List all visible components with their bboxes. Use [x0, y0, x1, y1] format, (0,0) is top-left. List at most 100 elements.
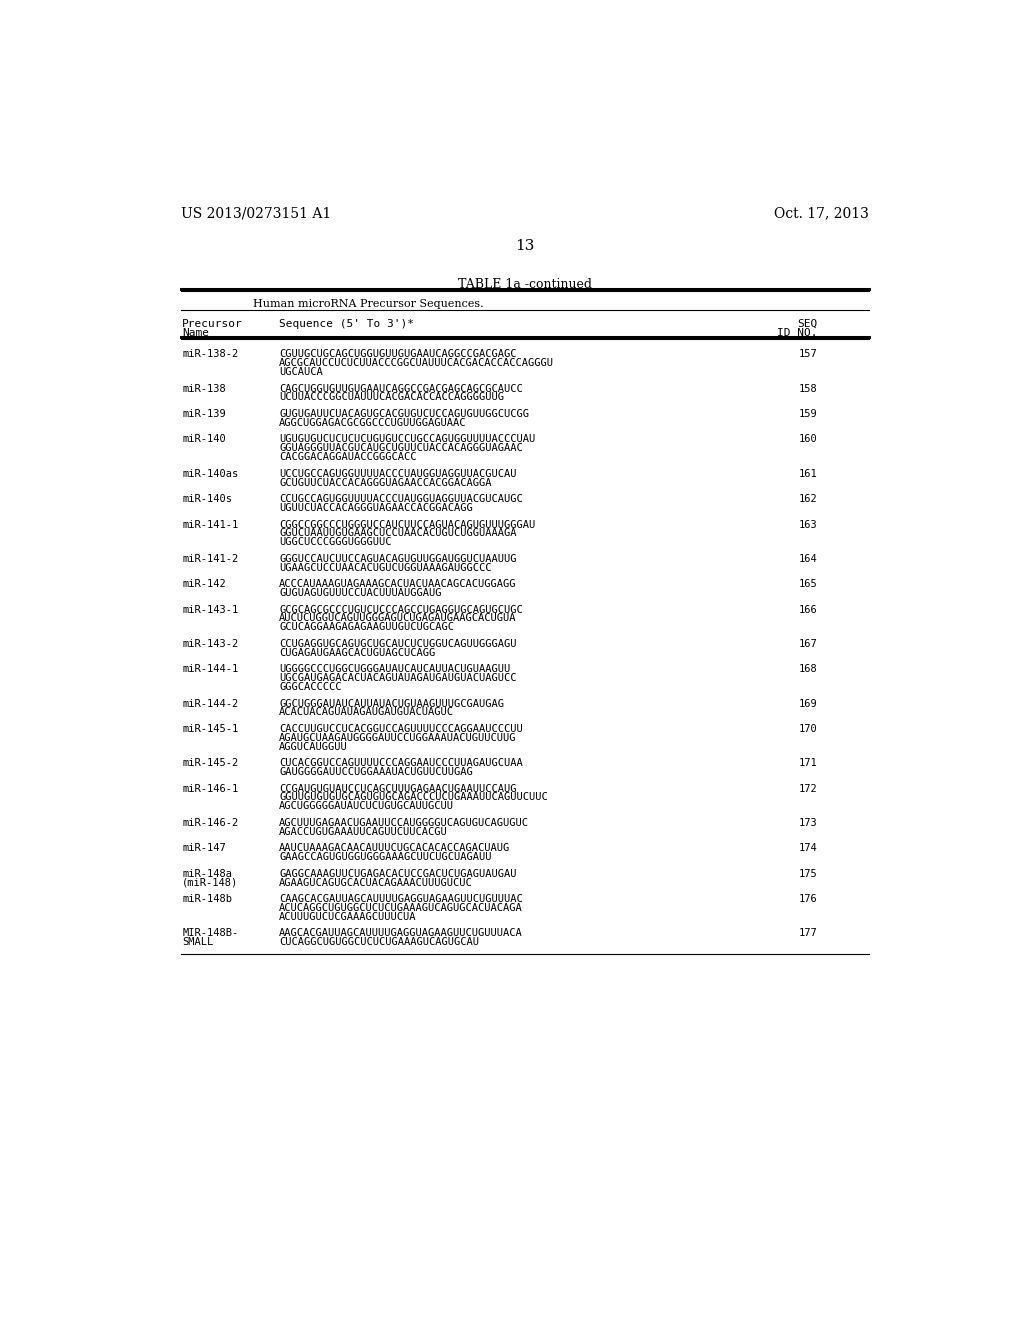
Text: AGCUGGGGGAUAUCUCUGUGCAUUGCUU: AGCUGGGGGAUAUCUCUGUGCAUUGCUU: [280, 801, 454, 812]
Text: GGUCUAAUUGUGAAGCUCCUAACACUGUCUGGUAAAGA: GGUCUAAUUGUGAAGCUCCUAACACUGUCUGGUAAAGA: [280, 528, 517, 539]
Text: ACUUUGUCUCGAAAGCUUUCUA: ACUUUGUCUCGAAAGCUUUCUA: [280, 912, 417, 921]
Text: AAUCUAAAGACAACAUUUCUGCACACACCAGACUAUG: AAUCUAAAGACAACAUUUCUGCACACACCAGACUAUG: [280, 843, 510, 853]
Text: UGUGUGUCUCUCUCUGUGUCCUGCCAGUGGUUUUACCCUAU: UGUGUGUCUCUCUCUGUGUCCUGCCAGUGGUUUUACCCUA…: [280, 434, 536, 445]
Text: 164: 164: [799, 554, 818, 564]
Text: UGGGGCCCUGGCUGGGAUAUCAUCAUUACUGUAAGUU: UGGGGCCCUGGCUGGGAUAUCAUCAUUACUGUAAGUU: [280, 664, 510, 675]
Text: miR-143-2: miR-143-2: [182, 639, 239, 649]
Text: CCUGAGGUGCAGUGCUGCAUCUCUGGUCAGUUGGGAGU: CCUGAGGUGCAGUGCUGCAUCUCUGGUCAGUUGGGAGU: [280, 639, 517, 649]
Text: (miR-148): (miR-148): [182, 878, 239, 887]
Text: AGCGCAUCCUCUCUUACCCGGCUAUUUCACGACACCACCAGGGU: AGCGCAUCCUCUCUUACCCGGCUAUUUCACGACACCACCA…: [280, 358, 554, 368]
Text: miR-141-1: miR-141-1: [182, 520, 239, 529]
Text: CACGGACAGGAUACCGGGCACC: CACGGACAGGAUACCGGGCACC: [280, 453, 417, 462]
Text: miR-146-2: miR-146-2: [182, 818, 239, 828]
Text: 174: 174: [799, 843, 818, 853]
Text: miR-145-2: miR-145-2: [182, 758, 239, 768]
Text: 168: 168: [799, 664, 818, 675]
Text: GGCUGGGAUAUCAUUAUACUGUAAGUUUGCGAUGAG: GGCUGGGAUAUCAUUAUACUGUAAGUUUGCGAUGAG: [280, 698, 504, 709]
Text: miR-143-1: miR-143-1: [182, 605, 239, 615]
Text: SEQ: SEQ: [798, 318, 818, 329]
Text: 169: 169: [799, 698, 818, 709]
Text: miR-147: miR-147: [182, 843, 226, 853]
Text: miR-140: miR-140: [182, 434, 226, 445]
Text: UCUUACCCGGCUAUUUCACGACACCACCAGGGGUUG: UCUUACCCGGCUAUUUCACGACACCACCAGGGGUUG: [280, 392, 504, 403]
Text: UGGCUCCCGGGUGGGUUC: UGGCUCCCGGGUGGGUUC: [280, 537, 391, 548]
Text: CAGCUGGUGUUGUGAAUCAGGCCGACGAGCAGCGCAUCC: CAGCUGGUGUUGUGAAUCAGGCCGACGAGCAGCGCAUCC: [280, 384, 523, 393]
Text: miR-141-2: miR-141-2: [182, 554, 239, 564]
Text: 163: 163: [799, 520, 818, 529]
Text: GCGCAGCGCCCUGUCUCCCAGCCUGAGGUGCAGUGCUGC: GCGCAGCGCCCUGUCUCCCAGCCUGAGGUGCAGUGCUGC: [280, 605, 523, 615]
Text: MIR-148B-: MIR-148B-: [182, 928, 239, 939]
Text: 171: 171: [799, 758, 818, 768]
Text: CUCAGGCUGUGGCUCUCUGAAAGUCAGUGCAU: CUCAGGCUGUGGCUCUCUGAAAGUCAGUGCAU: [280, 937, 479, 948]
Text: GAUGGGGAUUCCUGGAAAUACUGUUCUUGAG: GAUGGGGAUUCCUGGAAAUACUGUUCUUGAG: [280, 767, 473, 777]
Text: ACUCAGGCUGUGGCUCUCUGAAAGUCAGUGCACUACAGA: ACUCAGGCUGUGGCUCUCUGAAAGUCAGUGCACUACAGA: [280, 903, 523, 913]
Text: AGCUUUGAGAACUGAAUUCCAUGGGGUCAGUGUCAGUGUC: AGCUUUGAGAACUGAAUUCCAUGGGGUCAGUGUCAGUGUC: [280, 818, 529, 828]
Text: 177: 177: [799, 928, 818, 939]
Text: miR-146-1: miR-146-1: [182, 784, 239, 793]
Text: Human microRNA Precursor Sequences.: Human microRNA Precursor Sequences.: [253, 300, 483, 309]
Text: GUGUGAUUCUACAGUGCACGUGUCUCCAGUGUUGGCUCGG: GUGUGAUUCUACAGUGCACGUGUCUCCAGUGUUGGCUCGG: [280, 409, 529, 418]
Text: AGAAGUCAGUGCACUACAGAAACUUUGUCUC: AGAAGUCAGUGCACUACAGAAACUUUGUCUC: [280, 878, 473, 887]
Text: CCGAUGUGUAUCCUCAGCUUUGAGAACUGAAUUCCAUG: CCGAUGUGUAUCCUCAGCUUUGAGAACUGAAUUCCAUG: [280, 784, 517, 793]
Text: GAAGCCAGUGUGGUGGGAAAGCUUCUGCUAGAUU: GAAGCCAGUGUGGUGGGAAAGCUUCUGCUAGAUU: [280, 853, 492, 862]
Text: ACACUACAGUAUAGAUGAUGUACUAGUC: ACACUACAGUAUAGAUGAUGUACUAGUC: [280, 708, 454, 717]
Text: Name: Name: [182, 327, 209, 338]
Text: miR-142: miR-142: [182, 579, 226, 589]
Text: GGUUGUGUGUGCAGUGUGCAGACCCUCUGAAAUUCAGUUCUUC: GGUUGUGUGUGCAGUGUGCAGACCCUCUGAAAUUCAGUUC…: [280, 792, 548, 803]
Text: 172: 172: [799, 784, 818, 793]
Text: 157: 157: [799, 350, 818, 359]
Text: 162: 162: [799, 494, 818, 504]
Text: 170: 170: [799, 723, 818, 734]
Text: Oct. 17, 2013: Oct. 17, 2013: [774, 206, 869, 220]
Text: TABLE 1a -continued: TABLE 1a -continued: [458, 277, 592, 290]
Text: GGGUCCAUCUUCCAGUACAGUGUUGGAUGGUCUAAUUG: GGGUCCAUCUUCCAGUACAGUGUUGGAUGGUCUAAUUG: [280, 554, 517, 564]
Text: Precursor: Precursor: [182, 318, 243, 329]
Text: UGUUCUACCACAGGGUAGAACCACGGACAGG: UGUUCUACCACAGGGUAGAACCACGGACAGG: [280, 503, 473, 513]
Text: miR-144-2: miR-144-2: [182, 698, 239, 709]
Text: 165: 165: [799, 579, 818, 589]
Text: CUCACGGUCCAGUUUUCCCAGGAAUCCCUUAGAUGCUAA: CUCACGGUCCAGUUUUCCCAGGAAUCCCUUAGAUGCUAA: [280, 758, 523, 768]
Text: CACCUUGUCCUCACGGUCCAGUUUUCCCAGGAAUCCCUU: CACCUUGUCCUCACGGUCCAGUUUUCCCAGGAAUCCCUU: [280, 723, 523, 734]
Text: UGAAGCUCCUAACACUGUCUGGUAAAGAUGGCCC: UGAAGCUCCUAACACUGUCUGGUAAAGAUGGCCC: [280, 562, 492, 573]
Text: miR-148a: miR-148a: [182, 869, 232, 879]
Text: miR-140s: miR-140s: [182, 494, 232, 504]
Text: 175: 175: [799, 869, 818, 879]
Text: UGCAUCA: UGCAUCA: [280, 367, 323, 378]
Text: AGGCUGGAGACGCGGCCCUGUUGGAGUAAC: AGGCUGGAGACGCGGCCCUGUUGGAGUAAC: [280, 418, 467, 428]
Text: miR-144-1: miR-144-1: [182, 664, 239, 675]
Text: 167: 167: [799, 639, 818, 649]
Text: miR-145-1: miR-145-1: [182, 723, 239, 734]
Text: 159: 159: [799, 409, 818, 418]
Text: GGUAGGGUUACGUCAUGCUGUUCUACCACAGGGUAGAAC: GGUAGGGUUACGUCAUGCUGUUCUACCACAGGGUAGAAC: [280, 444, 523, 453]
Text: 13: 13: [515, 239, 535, 253]
Text: 158: 158: [799, 384, 818, 393]
Text: miR-138: miR-138: [182, 384, 226, 393]
Text: AGGUCAUGGUU: AGGUCAUGGUU: [280, 742, 348, 751]
Text: GUGUAGUGUUUCCUACUUUAUGGAUG: GUGUAGUGUUUCCUACUUUAUGGAUG: [280, 589, 441, 598]
Text: 160: 160: [799, 434, 818, 445]
Text: GAGGCAAAGUUCUGAGACACUCCGACUCUGAGUAUGAU: GAGGCAAAGUUCUGAGACACUCCGACUCUGAGUAUGAU: [280, 869, 517, 879]
Text: AGAUGCUAAGAUGGGGAUUCCUGGAAAUACUGUUCUUG: AGAUGCUAAGAUGGGGAUUCCUGGAAAUACUGUUCUUG: [280, 733, 517, 743]
Text: CAAGCACGAUUAGCAUUUUGAGGUAGAAGUUCUGUUUAC: CAAGCACGAUUAGCAUUUUGAGGUAGAAGUUCUGUUUAC: [280, 894, 523, 904]
Text: GCUCAGGAAGAGAGAAGUUGUCUGCAGC: GCUCAGGAAGAGAGAAGUUGUCUGCAGC: [280, 622, 454, 632]
Text: GGGCACCCCC: GGGCACCCCC: [280, 682, 342, 692]
Text: UGCGAUGAGACACUACAGUAUAGAUGAUGUACUAGUCC: UGCGAUGAGACACUACAGUAUAGAUGAUGUACUAGUCC: [280, 673, 517, 684]
Text: SMALL: SMALL: [182, 937, 213, 948]
Text: UCCUGCCAGUGGUUUUACCCUAUGGUAGGUUACGUCAU: UCCUGCCAGUGGUUUUACCCUAUGGUAGGUUACGUCAU: [280, 469, 517, 479]
Text: US 2013/0273151 A1: US 2013/0273151 A1: [180, 206, 331, 220]
Text: miR-139: miR-139: [182, 409, 226, 418]
Text: miR-148b: miR-148b: [182, 894, 232, 904]
Text: 173: 173: [799, 818, 818, 828]
Text: 176: 176: [799, 894, 818, 904]
Text: CGUUGCUGCAGCUGGUGUUGUGAAUCAGGCCGACGAGC: CGUUGCUGCAGCUGGUGUUGUGAAUCAGGCCGACGAGC: [280, 350, 517, 359]
Text: GCUGUUCUACCACAGGGUAGAACCACGGACAGGA: GCUGUUCUACCACAGGGUAGAACCACGGACAGGA: [280, 478, 492, 487]
Text: Sequence (5' To 3')*: Sequence (5' To 3')*: [280, 318, 414, 329]
Text: 166: 166: [799, 605, 818, 615]
Text: 161: 161: [799, 469, 818, 479]
Text: miR-138-2: miR-138-2: [182, 350, 239, 359]
Text: ACCCAUAAAGUAGAAAGCACUACUAACAGCACUGGAGG: ACCCAUAAAGUAGAAAGCACUACUAACAGCACUGGAGG: [280, 579, 517, 589]
Text: miR-140as: miR-140as: [182, 469, 239, 479]
Text: AUCUCUGGUCAGUUGGGAGUCUGAGAUGAAGCACUGUA: AUCUCUGGUCAGUUGGGAGUCUGAGAUGAAGCACUGUA: [280, 614, 517, 623]
Text: CCUGCCAGUGGUUUUACCCUAUGGUAGGUUACGUCAUGC: CCUGCCAGUGGUUUUACCCUAUGGUAGGUUACGUCAUGC: [280, 494, 523, 504]
Text: ID NO.: ID NO.: [777, 327, 818, 338]
